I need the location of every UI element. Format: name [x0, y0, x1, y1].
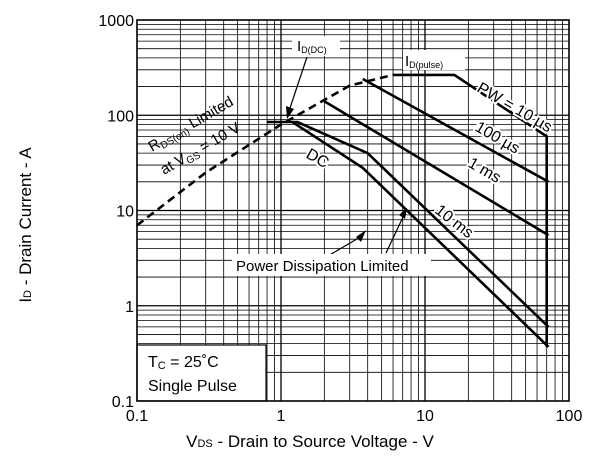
y-tick-label: 0.1: [112, 394, 134, 411]
id-pulse-label-box: [403, 50, 465, 70]
x-axis-label: VDS - Drain to Source Voltage - V: [186, 432, 434, 451]
id-dc-arrowhead: [286, 106, 294, 119]
tick-labels: 0.1 1 10 100 0.1 1 10 100 1000: [98, 13, 582, 425]
rds-on-limit-line: [136, 73, 394, 227]
tc-label: TC = 25˚C: [148, 354, 219, 372]
id-dc-label: ID(DC): [297, 38, 327, 55]
series-line-10-ms: [292, 120, 550, 328]
pd-label-box: [232, 254, 431, 276]
pd-arrowhead-left: [356, 230, 366, 242]
plot-frame: [136, 19, 570, 402]
y-tick-label: 10: [116, 204, 134, 221]
x-tick-label: 1: [277, 408, 286, 425]
id-dc-label-box: [292, 36, 340, 56]
pd-arrowhead-right: [399, 208, 407, 219]
pd-pointer-right: [385, 214, 405, 254]
y-axis-label-wrap: ID - Drain Current - A: [8, 0, 44, 459]
annotations: RDS(on) Limited at VGS = 10 V ID(DC) ID(…: [136, 36, 557, 402]
series-line-100-us: [362, 77, 550, 183]
x-tick-label: 0.1: [126, 408, 148, 425]
y-tick-label: 1: [125, 299, 134, 316]
series-line-dc: [267, 120, 550, 348]
chart-grid: [137, 20, 569, 401]
single-pulse-label: Single Pulse: [148, 378, 237, 395]
y-axis-label: ID - Drain Current - A: [16, 147, 35, 303]
series-line-pw-10-us: [393, 73, 549, 347]
y-tick-label: 1000: [98, 13, 134, 30]
power-dissipation-label: Power Dissipation Limited: [236, 258, 409, 275]
series-line-1-ms: [323, 100, 550, 237]
x-tick-label: 100: [556, 408, 583, 425]
id-pulse-label: ID(pulse): [405, 53, 443, 70]
y-tick-label: 100: [107, 108, 134, 125]
dc-label: DC: [303, 146, 332, 172]
id-dc-pointer: [289, 56, 308, 109]
series-lines: [136, 73, 550, 348]
x-tick-label: 10: [416, 408, 434, 425]
